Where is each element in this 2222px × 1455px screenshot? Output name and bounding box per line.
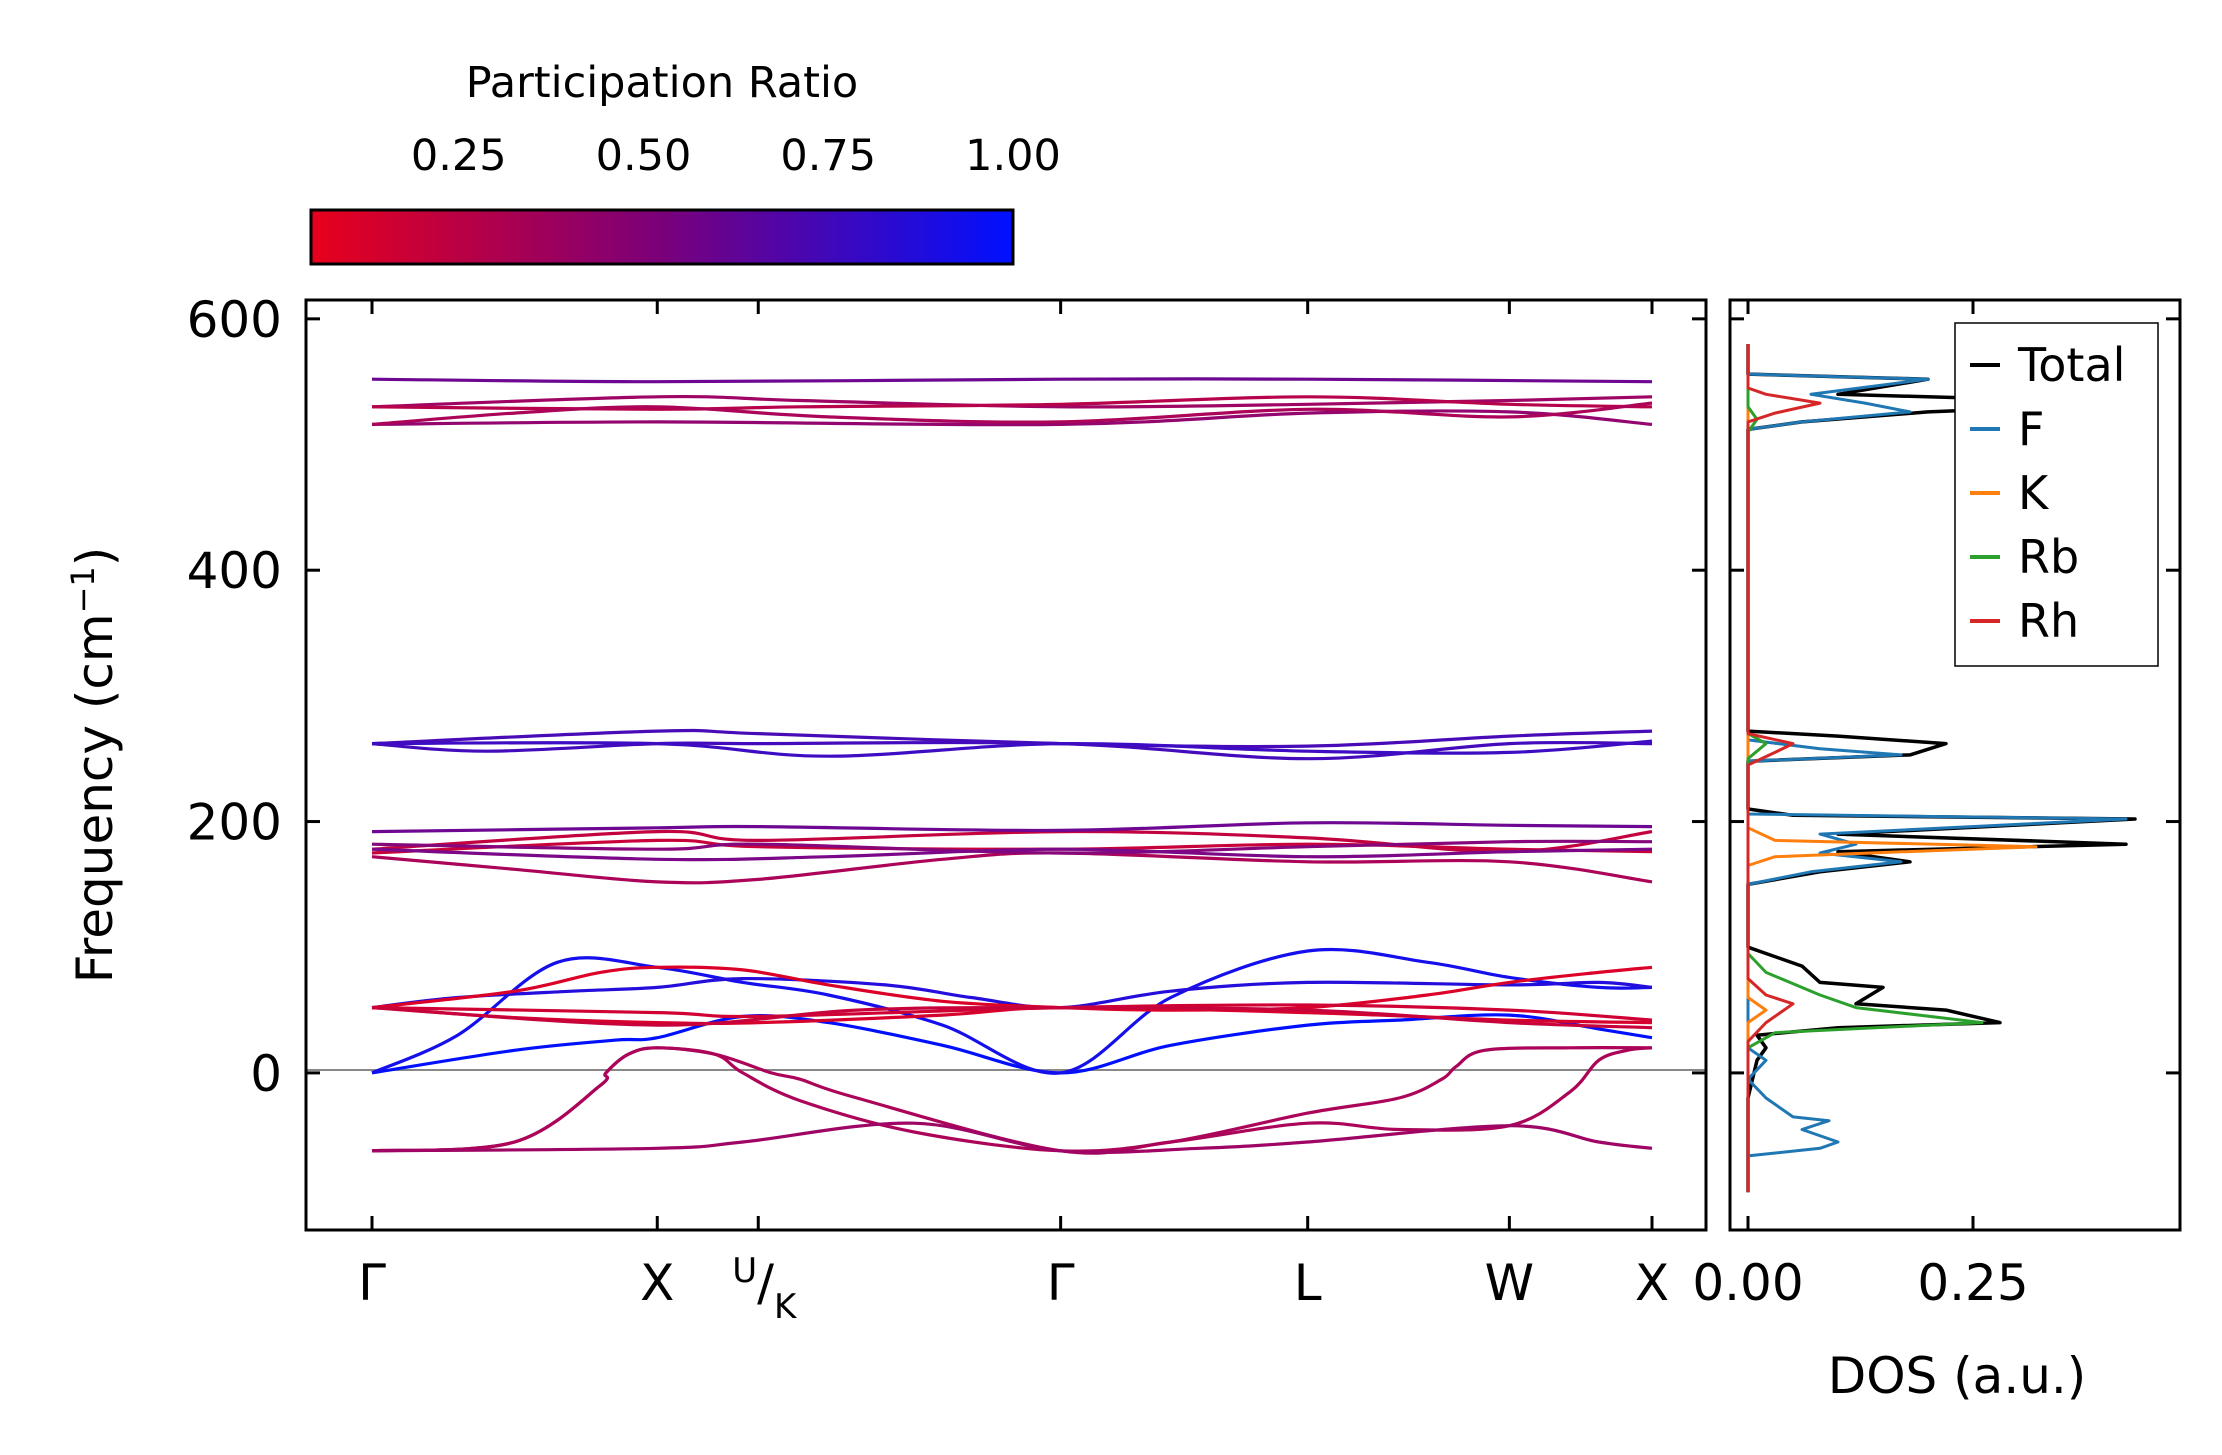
- y-tick-label: 600: [187, 291, 282, 349]
- dos-x-tick-label: 0.25: [1917, 1254, 2028, 1312]
- colorbar-title: Participation Ratio: [466, 58, 859, 108]
- high-symmetry-label: X: [1635, 1254, 1669, 1312]
- dos-series-f: [1746, 344, 2128, 1193]
- high-symmetry-label: U/K: [732, 1251, 798, 1327]
- band-y-ticks: 0 200 400 600: [187, 291, 1706, 1103]
- band-soft-mode-1: [371, 1046, 1653, 1153]
- dos-legend: Total FK Rb Rh: [1954, 322, 2159, 667]
- band-mid-4: [371, 821, 1653, 834]
- band-mid-3: [371, 851, 1653, 885]
- colorbar-gradient: [309, 208, 1015, 266]
- band-high-3: [371, 739, 1653, 758]
- band-axes-frame: [304, 298, 1708, 1232]
- dos-curves: [1746, 344, 2155, 1193]
- legend-label: Rb: [2018, 530, 2079, 584]
- colorbar-tick-label: 1.00: [965, 131, 1061, 181]
- high-symmetry-label: Γ: [358, 1254, 386, 1312]
- band-structure-panel: 0 200 400 600 Γ X U/K Γ L W X Frequency (cm−1): [64, 291, 1708, 1327]
- legend-label: F: [2018, 402, 2044, 456]
- dos-series-rh: [1746, 344, 1822, 1193]
- dos-x-tick-label: 0.00: [1692, 1254, 1803, 1312]
- band-mid-6: [371, 847, 1653, 862]
- colorbar-tick-label: 0.75: [780, 131, 876, 181]
- band-acoustic-2: [371, 947, 1653, 1075]
- phonon-bands: [371, 377, 1653, 1155]
- high-symmetry-label: X: [640, 1254, 674, 1312]
- band-top-3: [371, 395, 1653, 411]
- dos-series-k: [1746, 344, 2038, 1193]
- band-soft-mode-3: [371, 1121, 1653, 1154]
- legend-label: Rh: [2018, 594, 2079, 648]
- y-tick-label: 400: [187, 542, 282, 600]
- band-acoustic-1: [371, 1013, 1653, 1075]
- colorbar-tick-label: 0.50: [596, 131, 692, 181]
- dos-x-ticks: 0.00 0.25: [1692, 300, 2029, 1312]
- y-axis-label: Frequency (cm−1): [64, 547, 124, 984]
- band-acoustic-3: [371, 976, 1653, 1010]
- high-symmetry-ticks: Γ X U/K Γ L W X: [358, 300, 1669, 1327]
- legend-label: K: [2018, 466, 2050, 520]
- dos-panel: 0.00 0.25 DOS (a.u.) Total FK Rb Rh: [1692, 298, 2182, 1405]
- colorbar-tick-label: 0.25: [411, 131, 507, 181]
- dos-axes-frame: [1728, 298, 2182, 1232]
- band-top-4: [371, 409, 1653, 427]
- band-top-1: [371, 377, 1653, 384]
- band-mid-5: [371, 839, 1653, 855]
- y-tick-label: 0: [250, 1045, 282, 1103]
- band-top-5: [371, 401, 1653, 426]
- colorbar-ticks: 0.25 0.50 0.75 1.00: [411, 131, 1061, 264]
- dos-series-rb: [1746, 344, 1984, 1193]
- high-symmetry-label: W: [1485, 1254, 1534, 1312]
- band-high-2: [371, 740, 1653, 761]
- band-top-2: [371, 394, 1653, 409]
- colorbar: Participation Ratio 0.25 0.50 0.75 1.00: [309, 58, 1061, 266]
- band-soft-mode-2: [371, 1046, 1653, 1155]
- band-optical-low-1: [371, 965, 1653, 1012]
- high-symmetry-label: Γ: [1047, 1254, 1075, 1312]
- legend-label: Total: [2017, 338, 2125, 392]
- dos-y-ticks: [1730, 317, 2180, 1075]
- band-optical-low-4: [371, 1005, 1653, 1030]
- dos-x-axis-label: DOS (a.u.): [1828, 1347, 2087, 1405]
- high-symmetry-label: L: [1294, 1254, 1322, 1312]
- y-tick-label: 200: [187, 794, 282, 852]
